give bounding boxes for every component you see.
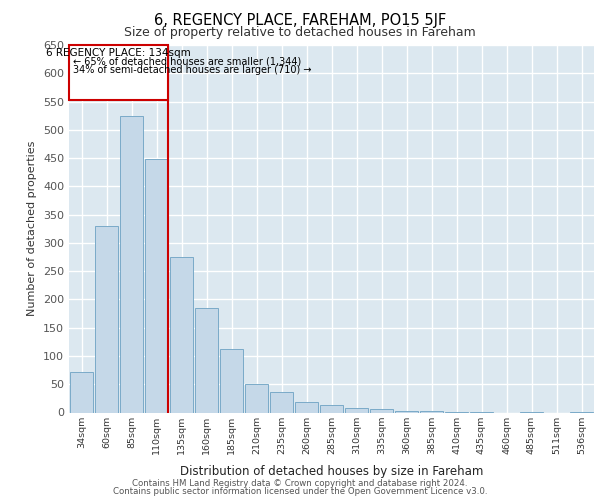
Bar (270, 392, 293, 412)
Bar (245, 384, 268, 412)
Bar (320, 404, 343, 412)
FancyBboxPatch shape (69, 45, 168, 100)
Bar (395, 411, 418, 412)
Text: Size of property relative to detached houses in Fareham: Size of property relative to detached ho… (124, 26, 476, 39)
Y-axis label: Number of detached properties: Number of detached properties (28, 141, 37, 316)
Text: 6, REGENCY PLACE, FAREHAM, PO15 5JF: 6, REGENCY PLACE, FAREHAM, PO15 5JF (154, 12, 446, 28)
Text: ← 65% of detached houses are smaller (1,344): ← 65% of detached houses are smaller (1,… (73, 57, 301, 67)
Bar (195, 308, 218, 412)
Bar (345, 408, 368, 412)
Text: 6 REGENCY PLACE: 134sqm: 6 REGENCY PLACE: 134sqm (46, 48, 191, 58)
Bar (70, 372, 93, 412)
Bar (120, 116, 143, 412)
Bar (370, 409, 393, 412)
Bar (295, 402, 318, 412)
Bar (145, 158, 168, 412)
Bar (220, 348, 243, 412)
Bar (95, 226, 118, 412)
Text: Contains public sector information licensed under the Open Government Licence v3: Contains public sector information licen… (113, 487, 487, 496)
Text: 34% of semi-detached houses are larger (710) →: 34% of semi-detached houses are larger (… (73, 66, 311, 76)
X-axis label: Distribution of detached houses by size in Fareham: Distribution of detached houses by size … (180, 465, 483, 478)
Bar (170, 257, 193, 412)
Text: Contains HM Land Registry data © Crown copyright and database right 2024.: Contains HM Land Registry data © Crown c… (132, 478, 468, 488)
